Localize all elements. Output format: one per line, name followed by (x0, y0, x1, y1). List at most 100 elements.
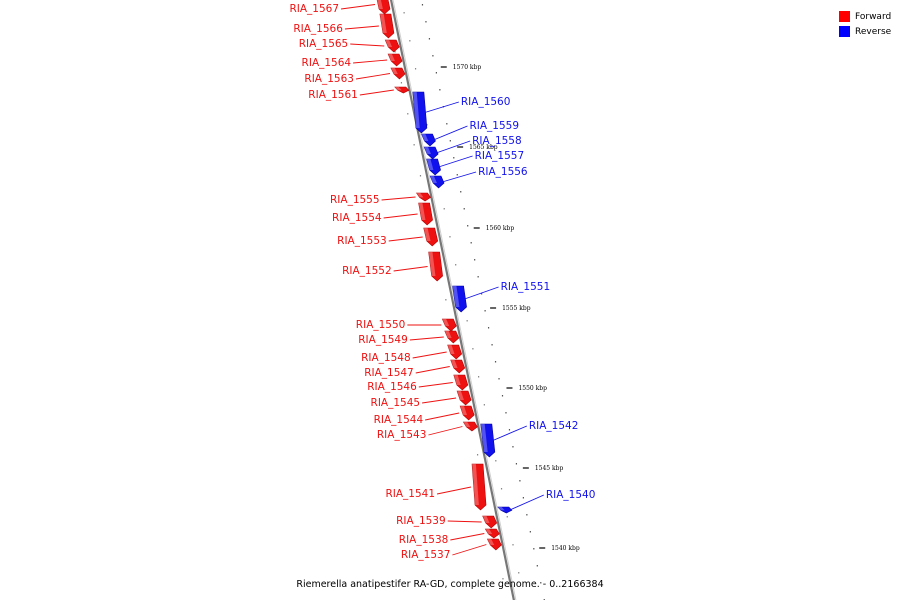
gene-ria-1561[interactable]: RIA_1561 (308, 86, 410, 101)
gene-label[interactable]: RIA_1552 (342, 265, 392, 277)
gene-arrow[interactable] (456, 390, 472, 406)
gene-label[interactable]: RIA_1539 (396, 515, 446, 527)
gene-label[interactable]: RIA_1566 (293, 23, 343, 35)
gene-ria-1557[interactable]: RIA_1557 (426, 150, 525, 176)
gene-ria-1546[interactable]: RIA_1546 (367, 374, 469, 393)
gene-ria-1541[interactable]: RIA_1541 (385, 463, 487, 511)
gene-label[interactable]: RIA_1554 (332, 212, 382, 224)
gene-ria-1567[interactable]: RIA_1567 (289, 0, 391, 15)
gene-label[interactable]: RIA_1544 (374, 414, 424, 426)
gene-label[interactable]: RIA_1542 (529, 420, 579, 432)
gene-label[interactable]: RIA_1540 (546, 489, 596, 501)
gene-ria-1554[interactable]: RIA_1554 (332, 202, 433, 226)
gene-arrow-highlight (426, 159, 434, 170)
gene-ria-1558[interactable]: RIA_1558 (423, 135, 522, 160)
gene-label[interactable]: RIA_1560 (461, 96, 511, 108)
gene-label[interactable]: RIA_1547 (364, 367, 414, 379)
gene-label[interactable]: RIA_1564 (302, 57, 352, 69)
gene-ria-1550[interactable]: RIA_1550 (356, 318, 457, 332)
track-dot (506, 516, 508, 518)
gene-arrow[interactable] (453, 374, 469, 391)
gene-arrow[interactable] (441, 318, 457, 332)
gene-ria-1552[interactable]: RIA_1552 (342, 251, 443, 282)
gene-ria-1539[interactable]: RIA_1539 (396, 515, 498, 529)
gene-ria-1556[interactable]: RIA_1556 (429, 166, 528, 189)
track-dot (466, 320, 468, 322)
gene-arrow-highlight (428, 252, 436, 276)
gene-arrow[interactable] (423, 227, 439, 247)
track-dot (494, 361, 497, 363)
gene-leader-line (415, 366, 450, 374)
gene-label[interactable]: RIA_1557 (475, 150, 525, 162)
gene-arrow[interactable] (462, 421, 478, 432)
gene-label[interactable]: RIA_1548 (361, 352, 411, 364)
gene-label[interactable]: RIA_1555 (330, 194, 380, 206)
gene-arrow[interactable] (482, 515, 498, 529)
gene-label[interactable]: RIA_1546 (367, 381, 417, 393)
gene-ria-1548[interactable]: RIA_1548 (361, 344, 463, 364)
gene-ria-1565[interactable]: RIA_1565 (299, 38, 400, 53)
gene-label[interactable]: RIA_1556 (478, 166, 528, 178)
gene-ria-1542[interactable]: RIA_1542 (480, 420, 579, 458)
gene-arrow[interactable] (480, 423, 496, 458)
gene-label[interactable]: RIA_1563 (304, 73, 354, 85)
gene-arrow[interactable] (387, 53, 403, 67)
gene-arrow[interactable] (471, 463, 487, 511)
gene-arrow[interactable] (418, 202, 433, 226)
track-dot (407, 113, 409, 115)
gene-arrow[interactable] (450, 359, 466, 374)
gene-arrow[interactable] (415, 192, 431, 202)
gene-ria-1560[interactable]: RIA_1560 (412, 91, 511, 134)
gene-label[interactable]: RIA_1565 (299, 38, 349, 50)
gene-arrow[interactable] (429, 175, 445, 189)
gene-ria-1555[interactable]: RIA_1555 (330, 192, 431, 206)
gene-label[interactable]: RIA_1541 (385, 488, 435, 500)
gene-arrow[interactable] (421, 133, 436, 147)
gene-label[interactable]: RIA_1561 (308, 89, 358, 101)
gene-label[interactable]: RIA_1559 (469, 120, 519, 132)
gene-ria-1544[interactable]: RIA_1544 (374, 405, 475, 426)
gene-leader-line (381, 196, 416, 201)
gene-label[interactable]: RIA_1553 (337, 235, 387, 247)
gene-ria-1547[interactable]: RIA_1547 (364, 359, 466, 379)
gene-leader-line (441, 171, 477, 183)
gene-label[interactable]: RIA_1538 (399, 534, 449, 546)
gene-arrow[interactable] (390, 67, 406, 80)
gene-arrow[interactable] (447, 344, 463, 360)
gene-ria-1559[interactable]: RIA_1559 (421, 120, 519, 147)
gene-ria-1538[interactable]: RIA_1538 (399, 528, 500, 546)
gene-arrow[interactable] (428, 251, 443, 282)
gene-arrow[interactable] (412, 91, 428, 134)
gene-ria-1549[interactable]: RIA_1549 (358, 330, 460, 346)
gene-ria-1545[interactable]: RIA_1545 (371, 390, 472, 409)
gene-arrow[interactable] (394, 86, 410, 94)
gene-label[interactable]: RIA_1551 (501, 281, 551, 293)
gene-arrow[interactable] (486, 538, 502, 551)
gene-arrow[interactable] (384, 39, 400, 53)
gene-arrow[interactable] (379, 13, 395, 39)
gene-arrow[interactable] (426, 158, 441, 176)
gene-arrow[interactable] (452, 285, 467, 313)
gene-label[interactable]: RIA_1550 (356, 319, 406, 331)
gene-ria-1553[interactable]: RIA_1553 (337, 227, 439, 247)
gene-label[interactable]: RIA_1558 (472, 135, 522, 147)
gene-arrow[interactable] (497, 506, 513, 514)
gene-ria-1563[interactable]: RIA_1563 (304, 67, 406, 85)
gene-arrow[interactable] (444, 330, 460, 344)
gene-ria-1540[interactable]: RIA_1540 (497, 489, 596, 514)
gene-arrow[interactable] (459, 405, 475, 421)
gene-ria-1537[interactable]: RIA_1537 (401, 538, 502, 561)
gene-ria-1551[interactable]: RIA_1551 (452, 281, 551, 313)
gene-ria-1564[interactable]: RIA_1564 (302, 53, 403, 69)
gene-label[interactable]: RIA_1549 (358, 334, 408, 346)
gene-ria-1566[interactable]: RIA_1566 (293, 13, 395, 39)
gene-arrow[interactable] (376, 0, 391, 15)
gene-label[interactable]: RIA_1543 (377, 429, 427, 441)
gene-ria-1543[interactable]: RIA_1543 (377, 421, 478, 441)
gene-label[interactable]: RIA_1545 (371, 397, 421, 409)
gene-label[interactable]: RIA_1567 (289, 3, 339, 15)
gene-arrow[interactable] (484, 528, 500, 539)
gene-leader-line (447, 520, 482, 523)
gene-arrow[interactable] (423, 146, 439, 160)
gene-label[interactable]: RIA_1537 (401, 549, 451, 561)
